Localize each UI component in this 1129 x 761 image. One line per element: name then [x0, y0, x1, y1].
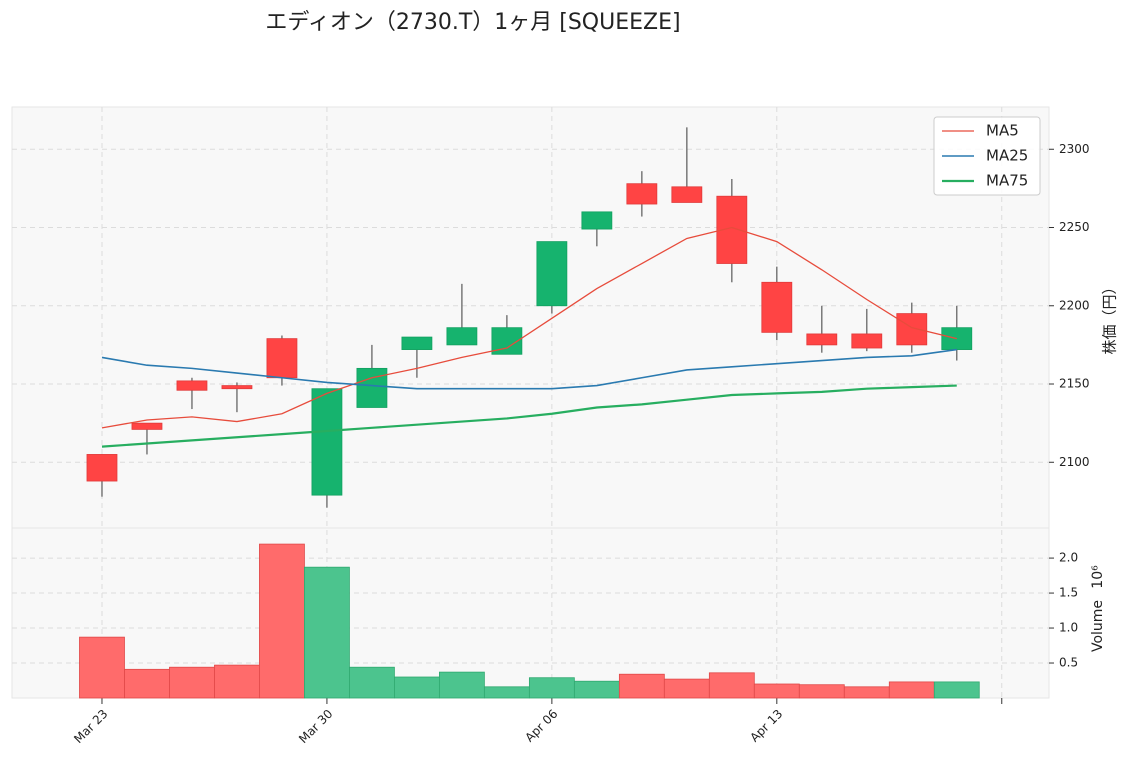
candle-body — [761, 281, 793, 333]
legend-box — [933, 116, 1041, 196]
volume-bar — [79, 636, 125, 699]
candle-body — [626, 183, 658, 205]
volume-bar — [169, 666, 215, 699]
ma-line — [101, 384, 957, 448]
candle-body — [311, 388, 343, 496]
volume-bar — [304, 566, 350, 699]
candle-body — [536, 241, 568, 307]
x-tick-label: Apr 13 — [747, 707, 785, 745]
candle-body — [221, 385, 253, 390]
legend-label: MA75 — [986, 172, 1028, 190]
candle-body — [176, 380, 208, 391]
volume-bar — [528, 677, 575, 699]
candle-body — [806, 333, 838, 346]
volume-axis-label: Volume — [1090, 600, 1106, 652]
y-tick-label: 0.5 — [1059, 656, 1078, 670]
x-tick-label: Apr 06 — [522, 707, 560, 745]
ma-line — [101, 348, 957, 390]
candle-body — [671, 186, 703, 203]
y-tick-label: 1.5 — [1059, 586, 1078, 600]
volume-bar — [573, 680, 620, 699]
volume-bar — [843, 686, 890, 699]
chart-title: エディオン（2730.T）1ヶ月 [SQUEEZE] — [265, 10, 680, 35]
candle-body — [86, 454, 118, 482]
volume-bar — [708, 672, 755, 699]
y-tick-label: 2250 — [1059, 220, 1090, 234]
candle-body — [401, 336, 433, 350]
volume-bar — [124, 668, 170, 699]
y-tick-label: 1.0 — [1059, 621, 1078, 635]
volume-bar — [483, 686, 530, 699]
plot-area — [11, 106, 1050, 699]
candle-body — [446, 327, 478, 346]
volume-bar — [888, 681, 935, 699]
volume-bar — [259, 543, 305, 699]
volume-offset-label: 10⁶ — [1090, 565, 1106, 589]
candle-body — [581, 211, 613, 230]
volume-bar — [798, 684, 845, 699]
y-tick-label: 2.0 — [1059, 551, 1078, 565]
y-tick-label: 2300 — [1059, 142, 1090, 156]
ma-line — [101, 226, 957, 429]
legend-label: MA5 — [986, 122, 1019, 140]
volume-bar — [618, 673, 665, 699]
y-tick-label: 2200 — [1059, 298, 1090, 312]
candle-body — [851, 333, 883, 349]
y-axis-label: 株価（円） — [1101, 279, 1119, 354]
y-tick-label: 2150 — [1059, 377, 1090, 391]
volume-bar — [349, 666, 395, 699]
legend-label: MA25 — [986, 147, 1028, 165]
volume-bar — [753, 683, 800, 699]
candle-body — [896, 313, 928, 346]
candle-body — [131, 422, 163, 430]
volume-bar — [438, 671, 485, 699]
y-tick-label: 2100 — [1059, 455, 1090, 469]
volume-bar — [933, 681, 980, 699]
volume-bar — [214, 664, 260, 699]
x-tick-label: Mar 23 — [71, 707, 110, 746]
volume-bar — [394, 676, 440, 699]
x-tick-label: Mar 30 — [296, 707, 335, 746]
volume-bar — [663, 678, 710, 699]
candle-body — [356, 367, 388, 408]
candle-body — [266, 338, 298, 379]
